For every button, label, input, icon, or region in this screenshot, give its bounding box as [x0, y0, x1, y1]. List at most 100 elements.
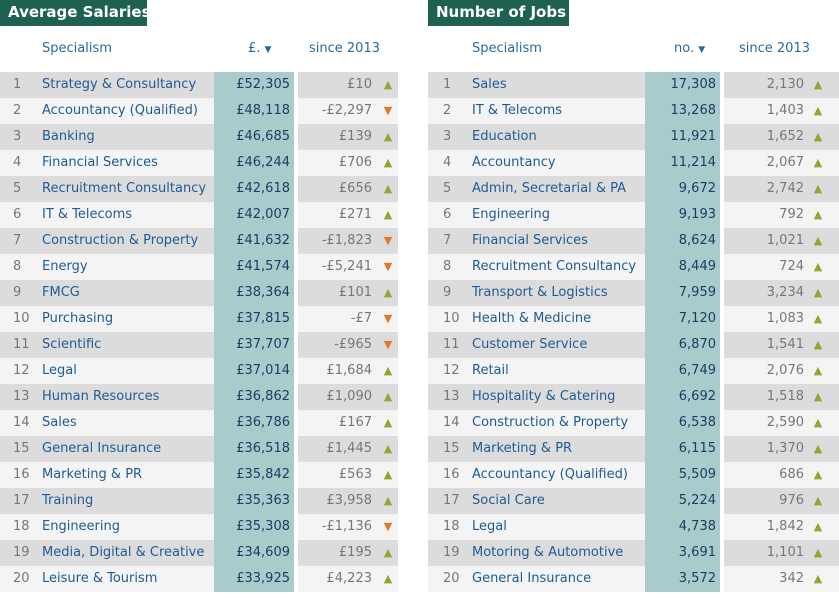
table-row[interactable]: 15 Marketing & PR 6,115 1,370 ▲ — [428, 436, 839, 462]
table-row[interactable]: 11 Scientific £37,707 -£965 ▼ — [0, 332, 398, 358]
value-column-bg — [645, 228, 720, 254]
specialism-link[interactable]: Financial Services — [472, 233, 588, 248]
table-row[interactable]: 3 Education 11,921 1,652 ▲ — [428, 124, 839, 150]
specialism-link[interactable]: Energy — [42, 259, 88, 274]
table-row[interactable]: 5 Admin, Secretarial & PA 9,672 2,742 ▲ — [428, 176, 839, 202]
table-row[interactable]: 19 Motoring & Automotive 3,691 1,101 ▲ — [428, 540, 839, 566]
row-value: 7,959 — [678, 285, 716, 300]
table-row[interactable]: 7 Construction & Property £41,632 -£1,823 ▼ — [0, 228, 398, 254]
table-row[interactable]: 12 Retail 6,749 2,076 ▲ — [428, 358, 839, 384]
table-row[interactable]: 15 General Insurance £36,518 £1,445 ▲ — [0, 436, 398, 462]
table-row[interactable]: 20 Leisure & Tourism £33,925 £4,223 ▲ — [0, 566, 398, 592]
specialism-link[interactable]: Construction & Property — [42, 233, 199, 248]
specialism-link[interactable]: Construction & Property — [472, 415, 629, 430]
specialism-link[interactable]: Legal — [472, 519, 507, 534]
row-change: -£2,297 — [321, 103, 372, 118]
jobs-since-header[interactable]: since 2013 — [739, 41, 810, 56]
table-row[interactable]: 10 Purchasing £37,815 -£7 ▼ — [0, 306, 398, 332]
trend-up-icon: ▲ — [813, 390, 823, 403]
specialism-link[interactable]: Banking — [42, 129, 95, 144]
table-row[interactable]: 6 IT & Telecoms £42,007 £271 ▲ — [0, 202, 398, 228]
specialism-link[interactable]: IT & Telecoms — [472, 103, 563, 118]
table-row[interactable]: 18 Legal 4,738 1,842 ▲ — [428, 514, 839, 540]
table-row[interactable]: 6 Engineering 9,193 792 ▲ — [428, 202, 839, 228]
table-row[interactable]: 11 Customer Service 6,870 1,541 ▲ — [428, 332, 839, 358]
table-row[interactable]: 9 Transport & Logistics 7,959 3,234 ▲ — [428, 280, 839, 306]
row-change: 1,652 — [766, 129, 804, 144]
specialism-link[interactable]: General Insurance — [472, 571, 592, 586]
table-row[interactable]: 12 Legal £37,014 £1,684 ▲ — [0, 358, 398, 384]
value-column-bg — [214, 202, 294, 228]
table-row[interactable]: 2 IT & Telecoms 13,268 1,403 ▲ — [428, 98, 839, 124]
table-row[interactable]: 18 Engineering £35,308 -£1,136 ▼ — [0, 514, 398, 540]
table-row[interactable]: 7 Financial Services 8,624 1,021 ▲ — [428, 228, 839, 254]
specialism-link[interactable]: FMCG — [42, 285, 80, 300]
table-row[interactable]: 2 Accountancy (Qualified) £48,118 -£2,297 ▼ — [0, 98, 398, 124]
specialism-link[interactable]: Accountancy (Qualified) — [42, 103, 198, 118]
specialism-link[interactable]: Accountancy — [472, 155, 556, 170]
specialism-link[interactable]: Education — [472, 129, 537, 144]
table-row[interactable]: 14 Construction & Property 6,538 2,590 ▲ — [428, 410, 839, 436]
specialism-link[interactable]: Social Care — [472, 493, 545, 508]
specialism-link[interactable]: General Insurance — [42, 441, 162, 456]
table-row[interactable]: 10 Health & Medicine 7,120 1,083 ▲ — [428, 306, 839, 332]
table-row[interactable]: 1 Strategy & Consultancy £52,305 £10 ▲ — [0, 72, 398, 98]
specialism-link[interactable]: Customer Service — [472, 337, 588, 352]
table-row[interactable]: 17 Training £35,363 £3,958 ▲ — [0, 488, 398, 514]
table-row[interactable]: 20 General Insurance 3,572 342 ▲ — [428, 566, 839, 592]
specialism-link[interactable]: Purchasing — [42, 311, 114, 326]
column-divider — [720, 358, 724, 384]
table-row[interactable]: 19 Media, Digital & Creative £34,609 £195 ▲ — [0, 540, 398, 566]
row-change: £167 — [338, 415, 372, 430]
specialism-link[interactable]: Sales — [472, 77, 507, 92]
table-row[interactable]: 17 Social Care 5,224 976 ▲ — [428, 488, 839, 514]
specialism-link[interactable]: Retail — [472, 363, 509, 378]
table-row[interactable]: 5 Recruitment Consultancy £42,618 £656 ▲ — [0, 176, 398, 202]
specialism-link[interactable]: Hospitality & Catering — [472, 389, 616, 404]
specialism-link[interactable]: Training — [42, 493, 94, 508]
specialism-link[interactable]: Admin, Secretarial & PA — [472, 181, 627, 196]
table-row[interactable]: 1 Sales 17,308 2,130 ▲ — [428, 72, 839, 98]
salaries-value-header[interactable]: £. ▼ — [248, 41, 271, 56]
table-row[interactable]: 4 Financial Services £46,244 £706 ▲ — [0, 150, 398, 176]
column-divider — [294, 280, 298, 306]
salaries-since-header[interactable]: since 2013 — [309, 41, 380, 56]
specialism-link[interactable]: Marketing & PR — [42, 467, 143, 482]
table-row[interactable]: 8 Recruitment Consultancy 8,449 724 ▲ — [428, 254, 839, 280]
specialism-link[interactable]: Strategy & Consultancy — [42, 77, 197, 92]
table-row[interactable]: 13 Human Resources £36,862 £1,090 ▲ — [0, 384, 398, 410]
specialism-link[interactable]: Financial Services — [42, 155, 158, 170]
trend-up-icon: ▲ — [383, 182, 393, 195]
table-row[interactable]: 4 Accountancy 11,214 2,067 ▲ — [428, 150, 839, 176]
table-row[interactable]: 9 FMCG £38,364 £101 ▲ — [0, 280, 398, 306]
specialism-link[interactable]: Health & Medicine — [472, 311, 592, 326]
specialism-link[interactable]: Recruitment Consultancy — [42, 181, 207, 196]
table-row[interactable]: 13 Hospitality & Catering 6,692 1,518 ▲ — [428, 384, 839, 410]
specialism-link[interactable]: Marketing & PR — [472, 441, 573, 456]
specialism-link[interactable]: Engineering — [42, 519, 120, 534]
specialism-link[interactable]: Sales — [42, 415, 77, 430]
specialism-link[interactable]: Motoring & Automotive — [472, 545, 624, 560]
specialism-link[interactable]: Legal — [42, 363, 77, 378]
table-row[interactable]: 8 Energy £41,574 -£5,241 ▼ — [0, 254, 398, 280]
specialism-link[interactable]: Scientific — [42, 337, 102, 352]
specialism-link[interactable]: Leisure & Tourism — [42, 571, 158, 586]
table-row[interactable]: 3 Banking £46,685 £139 ▲ — [0, 124, 398, 150]
jobs-specialism-header[interactable]: Specialism — [472, 41, 542, 56]
specialism-link[interactable]: Engineering — [472, 207, 550, 222]
trend-up-icon: ▲ — [813, 572, 823, 585]
salaries-specialism-header[interactable]: Specialism — [42, 41, 112, 56]
table-row[interactable]: 16 Marketing & PR £35,842 £563 ▲ — [0, 462, 398, 488]
specialism-link[interactable]: Media, Digital & Creative — [42, 545, 205, 560]
row-value: 7,120 — [678, 311, 716, 326]
table-row[interactable]: 14 Sales £36,786 £167 ▲ — [0, 410, 398, 436]
specialism-link[interactable]: Transport & Logistics — [472, 285, 608, 300]
specialism-link[interactable]: Accountancy (Qualified) — [472, 467, 628, 482]
specialism-link[interactable]: IT & Telecoms — [42, 207, 133, 222]
specialism-link[interactable]: Human Resources — [42, 389, 160, 404]
table-row[interactable]: 16 Accountancy (Qualified) 5,509 686 ▲ — [428, 462, 839, 488]
specialism-link[interactable]: Recruitment Consultancy — [472, 259, 637, 274]
jobs-value-header[interactable]: no. ▼ — [674, 41, 705, 56]
row-rank: 19 — [13, 545, 30, 560]
trend-up-icon: ▲ — [383, 468, 393, 481]
